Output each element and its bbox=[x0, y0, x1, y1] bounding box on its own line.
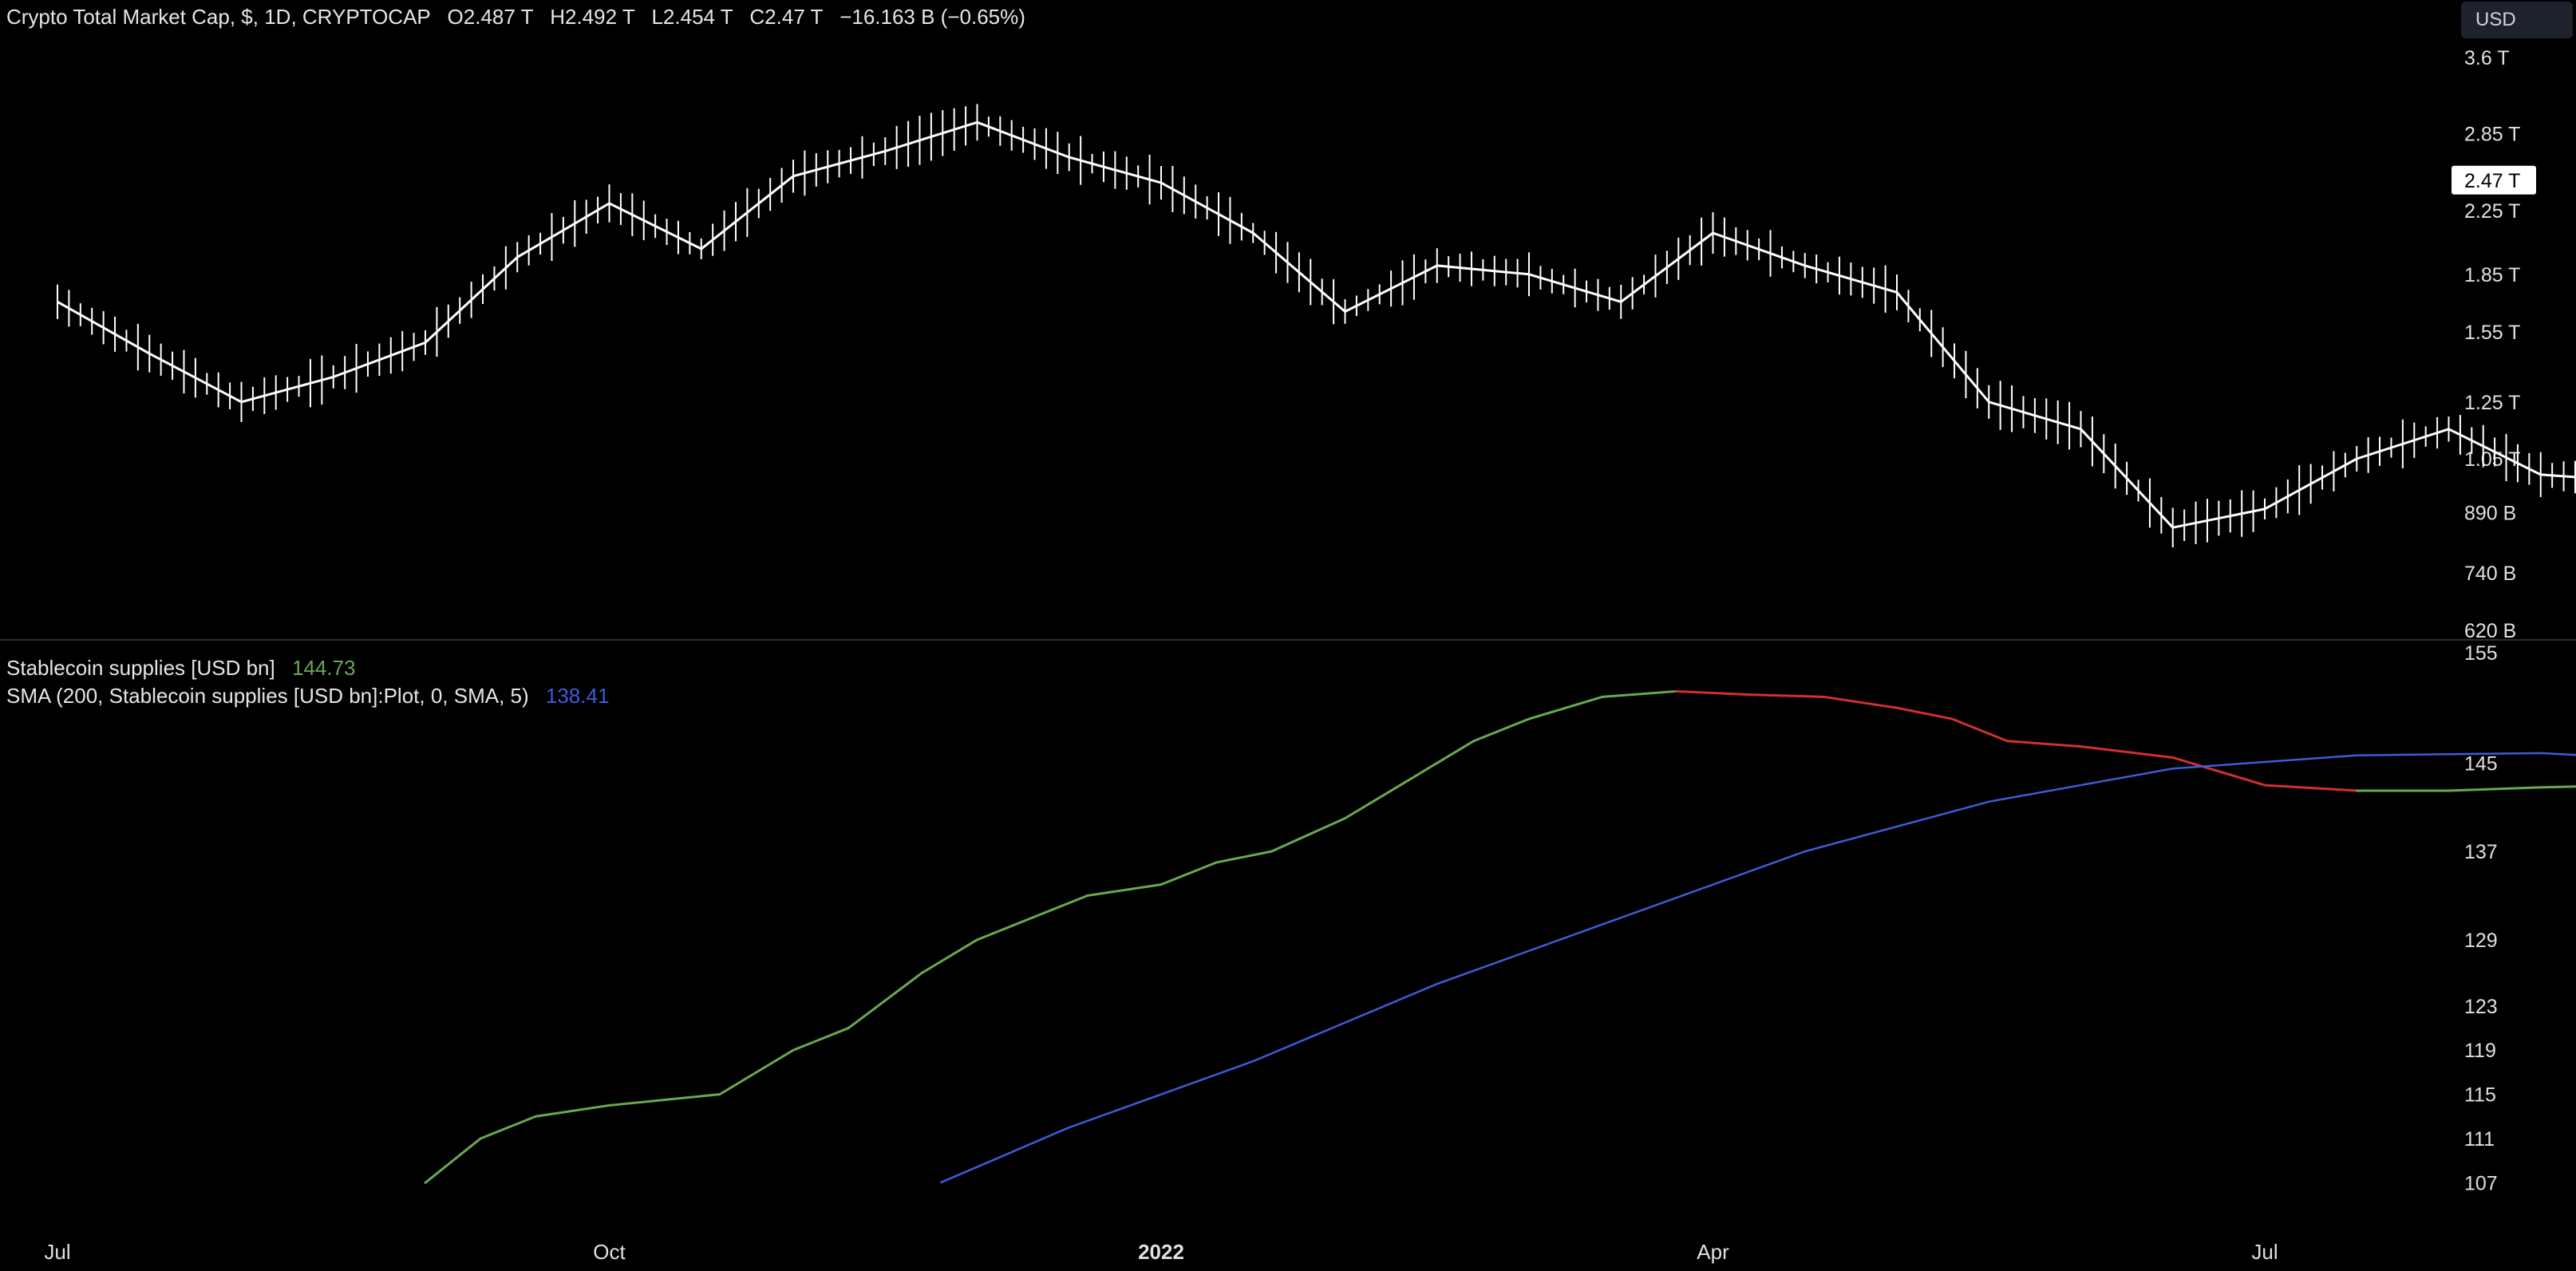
last-price-badge bbox=[2452, 165, 2536, 195]
last-price-badge-text: 2.47 T bbox=[2464, 170, 2520, 192]
stablecoin-legend[interactable]: Stablecoin supplies [USD bn] 144.73 bbox=[6, 656, 356, 681]
x-tick-label: Jul bbox=[44, 1240, 70, 1264]
stablecoin-segment bbox=[2263, 784, 2358, 792]
lower-y-tick-label: 111 bbox=[2464, 1128, 2495, 1151]
badge-layer: 2.47 T bbox=[2452, 165, 2536, 195]
x-tick-label: 2022 bbox=[1138, 1240, 1184, 1264]
chart-title: Crypto Total Market Cap, $, 1D, CRYPTOCA… bbox=[6, 5, 431, 29]
upper-y-tick-label: 1.55 T bbox=[2464, 322, 2520, 344]
stablecoin-segment bbox=[1031, 894, 1089, 919]
stablecoin-segment bbox=[1895, 706, 1954, 720]
x-tick-label: Apr bbox=[1697, 1240, 1729, 1264]
stablecoin-segment bbox=[920, 938, 978, 974]
ohlc-high: H2.492 T bbox=[550, 5, 635, 29]
stablecoin-segment bbox=[847, 971, 923, 1030]
stablecoin-segment bbox=[1344, 784, 1402, 820]
stablecoin-segment bbox=[792, 1027, 850, 1052]
lower-y-tick-label: 129 bbox=[2464, 930, 2498, 952]
stablecoin-segment bbox=[1086, 883, 1163, 897]
x-tick-label: Jul bbox=[2251, 1240, 2278, 1264]
stablecoin-segment bbox=[718, 1048, 795, 1096]
stablecoin-segment bbox=[2448, 786, 2542, 792]
upper-y-tick-label: 1.25 T bbox=[2464, 392, 2520, 414]
stablecoin-segment bbox=[1748, 693, 1825, 698]
upper-y-axis: 3.6 T2.85 T2.25 T1.85 T1.55 T1.25 T1.05 … bbox=[2464, 47, 2520, 642]
upper-y-tick-label: 890 B bbox=[2464, 502, 2516, 524]
stablecoin-segment bbox=[2080, 745, 2175, 759]
series-layer bbox=[57, 104, 2576, 1184]
sma-label: SMA (200, Stablecoin supplies [USD bn]:P… bbox=[6, 684, 529, 708]
stablecoin-segment bbox=[663, 1093, 721, 1102]
stablecoin-segment bbox=[424, 1137, 482, 1184]
main-legend: Crypto Total Market Cap, $, 1D, CRYPTOCA… bbox=[6, 5, 1025, 30]
sma-value: 138.41 bbox=[545, 684, 610, 708]
ohlc-close: C2.47 T bbox=[749, 5, 823, 29]
stablecoin-segment bbox=[1472, 717, 1531, 743]
lower-y-tick-label: 155 bbox=[2464, 642, 2498, 665]
upper-y-tick-label: 2.85 T bbox=[2464, 123, 2520, 145]
stablecoin-segment bbox=[976, 916, 1034, 941]
price-line bbox=[57, 120, 2576, 529]
stablecoin-segment bbox=[534, 1103, 610, 1118]
stablecoin-segment bbox=[1270, 817, 1346, 853]
sma-line bbox=[939, 752, 2576, 1184]
stablecoin-segment bbox=[479, 1115, 537, 1140]
stablecoin-segment bbox=[1822, 695, 1898, 709]
lower-y-tick-label: 123 bbox=[2464, 996, 2498, 1018]
stablecoin-segment bbox=[1950, 717, 2009, 743]
upper-y-tick-label: 620 B bbox=[2464, 620, 2516, 642]
x-axis: JulOct2022AprJulOct2023AprJulOct2024AprJ… bbox=[44, 1240, 2278, 1264]
stablecoin-segment bbox=[1601, 689, 1677, 698]
sma-legend[interactable]: SMA (200, Stablecoin supplies [USD bn]:P… bbox=[6, 684, 609, 709]
stablecoin-segment bbox=[608, 1099, 666, 1107]
upper-y-tick-label: 740 B bbox=[2464, 562, 2516, 585]
stablecoin-value: 144.73 bbox=[291, 656, 356, 680]
lower-y-tick-label: 115 bbox=[2464, 1084, 2496, 1107]
currency-button[interactable]: USD bbox=[2461, 2, 2573, 38]
lower-y-tick-label: 107 bbox=[2464, 1172, 2498, 1194]
stablecoin-segment bbox=[1674, 689, 1752, 697]
stablecoin-label: Stablecoin supplies [USD bn] bbox=[6, 656, 275, 680]
upper-y-tick-label: 2.25 T bbox=[2464, 200, 2520, 223]
lower-y-tick-label: 119 bbox=[2464, 1040, 2496, 1062]
stablecoin-segment bbox=[1215, 850, 1273, 864]
x-tick-label: Oct bbox=[593, 1240, 626, 1264]
stablecoin-segment bbox=[2005, 740, 2082, 748]
stablecoin-segment bbox=[1527, 695, 1604, 720]
upper-y-tick-label: 3.6 T bbox=[2464, 47, 2510, 69]
lower-y-axis: 155 145 137 129 123 119 115 111 107 bbox=[2464, 642, 2498, 1194]
ohlc-open: O2.487 T bbox=[447, 5, 533, 29]
upper-y-tick-label: 1.85 T bbox=[2464, 264, 2520, 286]
ohlc-low: L2.454 T bbox=[651, 5, 733, 29]
lower-y-tick-label: 145 bbox=[2464, 752, 2498, 775]
stablecoin-segment bbox=[2171, 756, 2266, 787]
stablecoin-segment bbox=[1160, 861, 1218, 886]
lower-y-tick-label: 137 bbox=[2464, 841, 2498, 863]
stablecoin-segment bbox=[2539, 785, 2576, 789]
stablecoin-segment bbox=[1399, 740, 1476, 787]
ohlc-change: −16.163 B (−0.65%) bbox=[840, 5, 1025, 29]
